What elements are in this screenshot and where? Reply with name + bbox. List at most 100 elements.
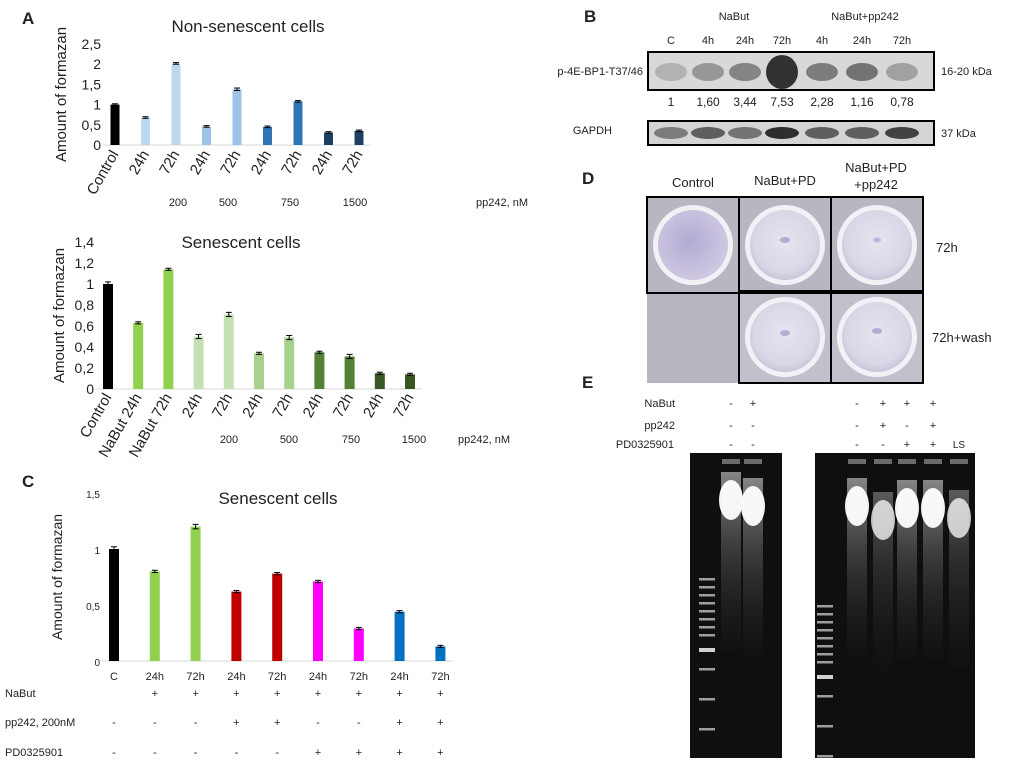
panel-label-c: C bbox=[22, 472, 34, 491]
x-tick-label: 72h bbox=[278, 148, 305, 178]
gel-sign: - bbox=[751, 439, 755, 451]
treatment-sign: - bbox=[357, 717, 361, 729]
treatment-sign: + bbox=[356, 747, 362, 759]
y-tick-label: 0,4 bbox=[75, 339, 95, 355]
blot-band bbox=[654, 127, 688, 139]
chart-title: Senescent cells bbox=[181, 233, 300, 252]
bar bbox=[263, 126, 272, 145]
treatment-row-label: PD0325901 bbox=[5, 747, 63, 759]
ladder-band bbox=[699, 634, 715, 637]
y-tick-label: 0,2 bbox=[75, 360, 95, 376]
treatment-sign: - bbox=[153, 747, 157, 759]
treatment-sign: + bbox=[233, 717, 239, 729]
x-tick-label: 24h bbox=[300, 391, 327, 421]
plates-col-nabut-pd-pp242-line1: NaBut+PD bbox=[845, 160, 907, 175]
ladder-band bbox=[699, 610, 715, 613]
blot-quant-value: 0,78 bbox=[890, 95, 914, 109]
ladder-band bbox=[699, 594, 715, 597]
panel-label-e: E bbox=[582, 373, 593, 392]
gel-band bbox=[871, 500, 895, 540]
treatment-sign: + bbox=[437, 688, 443, 700]
x-tick-label: 24h bbox=[309, 148, 336, 178]
chart-title: Senescent cells bbox=[218, 489, 337, 508]
x-tick-label: 24h bbox=[146, 671, 164, 683]
chart-senescent-c: Senescent cells Amount of formazan 0 0,5 1 1,… bbox=[5, 489, 453, 759]
bar bbox=[103, 284, 113, 389]
x-tick-label: 24h bbox=[390, 671, 408, 683]
ladder-band bbox=[817, 637, 833, 640]
gel-band bbox=[895, 488, 919, 528]
bar bbox=[109, 549, 119, 661]
bar bbox=[293, 101, 303, 145]
gel-row-label: PD0325901 bbox=[616, 439, 674, 451]
x-tick-label: 24h bbox=[309, 671, 327, 683]
y-tick-label: 1,4 bbox=[75, 234, 95, 250]
well-control-72h bbox=[658, 210, 728, 280]
blot-band bbox=[846, 63, 878, 81]
gel-band bbox=[741, 486, 765, 526]
blot-lane-labels: C 4h 24h 72h 4h 24h 72h bbox=[667, 35, 911, 47]
dose-group-label: 1500 bbox=[343, 197, 367, 209]
bar bbox=[272, 573, 283, 661]
gel-well bbox=[744, 459, 762, 464]
gel-sign: + bbox=[930, 420, 936, 432]
gel-right-image bbox=[815, 453, 975, 758]
bar bbox=[344, 356, 355, 389]
x-tick-label: 24h bbox=[126, 148, 153, 178]
stain-spot bbox=[780, 330, 790, 336]
blot-lane-label: 4h bbox=[702, 35, 714, 47]
blot-row1-size: 16-20 kDa bbox=[941, 66, 993, 78]
x-tick-label: C bbox=[110, 671, 118, 683]
ladder-band bbox=[699, 668, 715, 671]
bar bbox=[324, 132, 333, 145]
gel-sign: + bbox=[930, 439, 936, 451]
gel-sign: - bbox=[729, 398, 733, 410]
dose-group-label: 200 bbox=[220, 434, 238, 446]
gel-sign: + bbox=[930, 398, 936, 410]
bar bbox=[284, 337, 295, 389]
y-tick-label: 1,5 bbox=[86, 490, 100, 501]
ladder-band bbox=[817, 695, 833, 698]
bar bbox=[133, 322, 144, 389]
gel-well bbox=[924, 459, 942, 464]
y-tick-label: 1,5 bbox=[82, 76, 102, 92]
blot-band bbox=[805, 127, 839, 139]
plates-panel: Control NaBut+PD NaBut+PD +pp242 72h 72h… bbox=[646, 160, 992, 384]
blot-group-nabut: NaBut bbox=[719, 11, 750, 23]
x-tick-label: 24h bbox=[227, 671, 245, 683]
x-tick-label: 24h bbox=[360, 391, 387, 421]
plate-frame-nabut-pd-pp242-wash bbox=[830, 290, 924, 384]
gel-treatment-table: NaBut - + - + + + pp242 - - - + - + PD0325901 - - - - + + LS bbox=[616, 398, 966, 451]
bar bbox=[202, 126, 211, 145]
gel-sign: + bbox=[880, 420, 886, 432]
bar bbox=[163, 269, 174, 389]
blot-quant-value: 1,16 bbox=[850, 95, 874, 109]
treatment-sign: + bbox=[437, 747, 443, 759]
treatment-sign: + bbox=[437, 717, 443, 729]
gel-well bbox=[874, 459, 892, 464]
blot-band bbox=[765, 127, 799, 139]
blot-band bbox=[728, 127, 762, 139]
x-tick-label: 72h bbox=[209, 391, 236, 421]
bar bbox=[254, 353, 264, 389]
treatment-sign: + bbox=[233, 688, 239, 700]
blot-band bbox=[729, 63, 761, 81]
dose-group-label: 500 bbox=[219, 197, 237, 209]
plates-col-nabut-pd-pp242-line2: +pp242 bbox=[854, 177, 898, 192]
panel-label-a: A bbox=[22, 9, 34, 28]
x-tick-label: 24h bbox=[248, 148, 275, 178]
gel-well bbox=[722, 459, 740, 464]
treatment-row-label: pp242, 200nM bbox=[5, 717, 75, 729]
y-axis-label: Amount of formazan bbox=[49, 514, 65, 640]
gel-row-label: pp242 bbox=[644, 420, 675, 432]
treatment-sign: - bbox=[275, 747, 279, 759]
dose-unit-label: pp242, nM bbox=[476, 197, 528, 209]
plate-frame-nabut-pd-pp242-72h bbox=[830, 196, 924, 294]
stain-spot bbox=[873, 237, 881, 243]
treatment-sign: + bbox=[315, 747, 321, 759]
blot-band bbox=[691, 127, 725, 139]
blot-bands-gapdh bbox=[654, 127, 919, 139]
x-tick-label: 72h bbox=[339, 148, 366, 178]
x-tick-label: 24h bbox=[187, 148, 214, 178]
